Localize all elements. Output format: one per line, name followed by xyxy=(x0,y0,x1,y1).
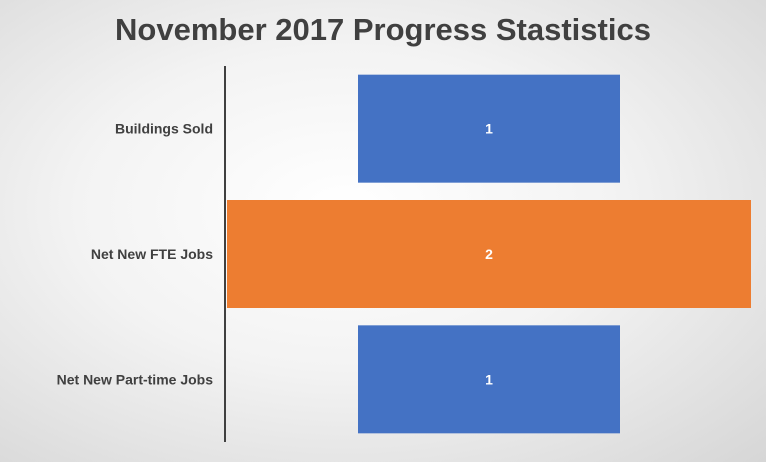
category-label-net-new-fte-jobs: Net New FTE Jobs xyxy=(91,246,213,262)
data-label-net-new-part-time-jobs: 1 xyxy=(485,371,493,387)
bar-net-new-fte-jobs xyxy=(227,200,751,308)
data-label-buildings-sold: 1 xyxy=(485,121,493,137)
bar-net-new-part-time-jobs xyxy=(358,325,620,434)
category-label-net-new-part-time-jobs: Net New Part-time Jobs xyxy=(57,371,214,387)
bar-buildings-sold xyxy=(358,74,620,183)
data-label-net-new-fte-jobs: 2 xyxy=(485,246,493,262)
category-label-buildings-sold: Buildings Sold xyxy=(115,121,213,137)
chart-title: November 2017 Progress Stastistics xyxy=(115,12,651,47)
